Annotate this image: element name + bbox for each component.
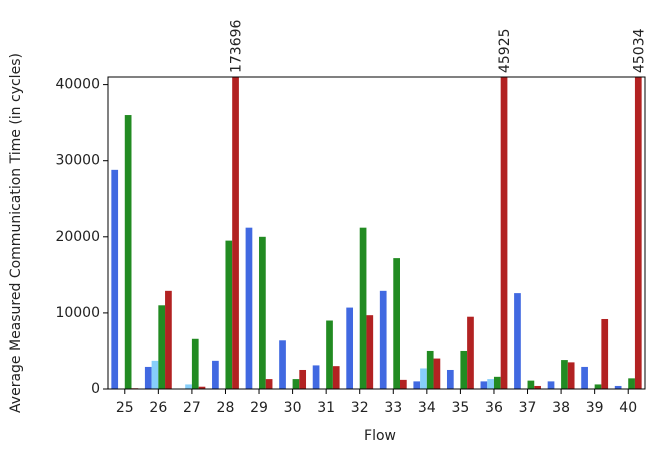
bar (279, 340, 286, 389)
bar (426, 350, 434, 389)
bar (420, 368, 427, 389)
x-tick-label: 30 (284, 400, 302, 416)
x-tick-label: 38 (552, 400, 570, 416)
bar (124, 115, 132, 389)
y-axis-label: Average Measured Communication Time (in … (8, 53, 24, 413)
bar (265, 379, 273, 389)
y-tick-label: 40000 (55, 77, 100, 93)
bar (292, 379, 300, 389)
bar (312, 365, 320, 389)
x-tick-label: 35 (451, 400, 469, 416)
bar (111, 169, 119, 389)
y-tick-label: 20000 (55, 229, 100, 245)
bar (493, 376, 501, 389)
bar (198, 386, 206, 389)
bar (581, 366, 588, 389)
bar (259, 236, 266, 389)
value-label: 45034 (631, 28, 647, 73)
bar (594, 384, 602, 389)
plot-area (111, 77, 642, 389)
y-tick-label: 0 (91, 381, 100, 397)
bar (232, 77, 239, 389)
bar (346, 307, 354, 389)
bar (480, 381, 488, 389)
value-label: 45925 (497, 28, 513, 73)
x-tick-label: 31 (317, 400, 335, 416)
bar (446, 369, 454, 389)
x-tick-label: 36 (485, 400, 503, 416)
bar (332, 366, 340, 389)
bar (326, 320, 333, 389)
x-tick-label: 26 (149, 400, 167, 416)
bar (567, 362, 575, 389)
bar (534, 385, 541, 389)
bar (561, 360, 568, 389)
bar (151, 360, 159, 389)
x-tick-label: 39 (586, 400, 604, 416)
axes-frame (107, 76, 646, 390)
bar (487, 379, 494, 389)
bar (514, 293, 521, 389)
bar (185, 384, 192, 389)
x-tick-label: 29 (250, 400, 268, 416)
bar (299, 369, 307, 389)
x-tick-label: 34 (418, 400, 436, 416)
bar (225, 240, 233, 389)
bar (634, 77, 642, 389)
bar (547, 381, 555, 389)
bar (366, 315, 374, 389)
bar (399, 379, 407, 389)
bar (158, 305, 166, 389)
x-tick-label: 25 (116, 400, 134, 416)
x-tick-label: 32 (351, 400, 369, 416)
bar (460, 350, 468, 389)
bar (359, 227, 367, 389)
bar (614, 385, 622, 389)
bar (245, 227, 253, 389)
bar (191, 338, 199, 389)
x-tick-label: 27 (183, 400, 201, 416)
bar (433, 358, 441, 389)
bar (144, 366, 152, 389)
x-tick-label: 40 (619, 400, 637, 416)
bar (601, 318, 609, 389)
y-tick-label: 30000 (55, 153, 100, 169)
bar (165, 290, 172, 389)
bar (379, 290, 387, 389)
x-tick-label: 37 (519, 400, 537, 416)
bar (413, 381, 421, 389)
bar (527, 380, 535, 389)
bar (628, 378, 635, 389)
bar (500, 77, 508, 389)
value-label: 173696 (229, 19, 245, 73)
x-tick-label: 28 (217, 400, 235, 416)
bar (212, 360, 219, 389)
bar (393, 258, 400, 389)
bar (467, 316, 474, 389)
x-axis-label: Flow (364, 428, 396, 444)
x-tick-label: 33 (384, 400, 402, 416)
y-tick-label: 10000 (55, 305, 100, 321)
